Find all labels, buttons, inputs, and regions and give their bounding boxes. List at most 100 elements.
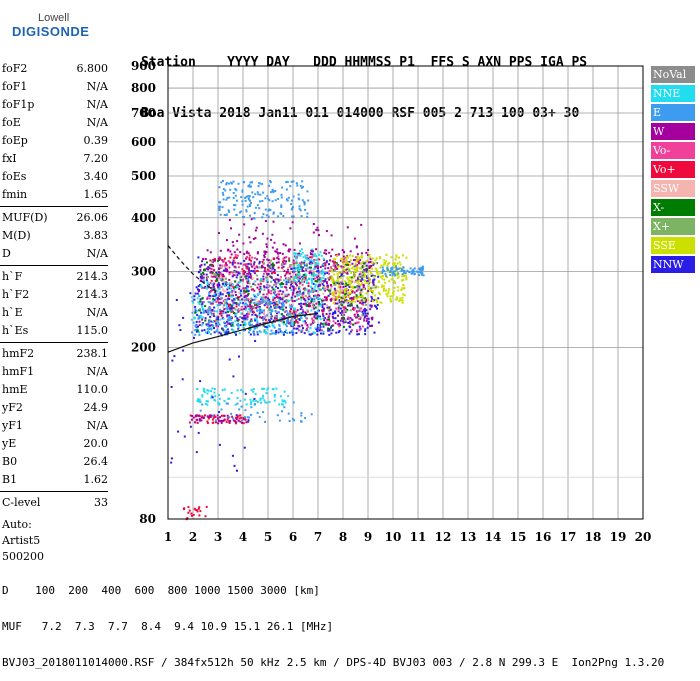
- data-point-vo: [201, 415, 204, 418]
- param-value: 24.9: [83, 401, 109, 414]
- data-point-nne: [204, 331, 207, 334]
- data-point-w: [274, 317, 277, 320]
- data-point-nne: [252, 400, 255, 403]
- data-point-nne: [198, 400, 201, 403]
- data-point-vo: [249, 299, 252, 302]
- data-point-vo: [228, 422, 231, 424]
- data-point-nne: [319, 297, 322, 300]
- data-point-nnw: [170, 461, 173, 464]
- data-point-ssw: [283, 293, 286, 296]
- data-point-nne: [315, 274, 318, 277]
- data-point-e: [222, 193, 225, 196]
- data-point-w: [243, 253, 246, 256]
- data-point-x: [269, 315, 272, 318]
- data-point-x: [263, 262, 266, 265]
- data-point-e: [413, 267, 416, 270]
- data-point-w: [266, 272, 269, 275]
- data-point-e: [248, 185, 251, 188]
- data-point-vo: [359, 291, 362, 294]
- data-point-w: [241, 317, 244, 319]
- data-point-x: [210, 263, 213, 266]
- data-point-nne: [206, 324, 209, 327]
- data-point-nne: [310, 259, 313, 262]
- data-point-nnw: [231, 275, 234, 278]
- data-point-nnw: [222, 282, 224, 285]
- data-point-w: [281, 252, 284, 255]
- data-point-w: [318, 234, 320, 237]
- data-point-sse: [374, 267, 377, 270]
- data-point-vo: [326, 285, 329, 288]
- data-point-w: [261, 265, 263, 267]
- data-point-e: [408, 271, 411, 273]
- data-point-e: [276, 414, 279, 417]
- data-point-ssw: [318, 273, 321, 276]
- data-point-x: [335, 262, 338, 265]
- data-point-vo: [329, 277, 332, 280]
- data-point-nnw: [209, 315, 212, 318]
- data-point-x: [313, 321, 316, 324]
- data-point-x: [361, 266, 364, 269]
- data-point-nne: [272, 296, 275, 299]
- data-point-ssw: [238, 308, 241, 311]
- data-point-nne: [295, 257, 298, 260]
- data-point-e: [231, 417, 234, 420]
- data-point-w: [354, 322, 357, 325]
- data-point-nnw: [195, 320, 198, 323]
- data-point-e: [221, 206, 224, 209]
- param-divider: [0, 491, 108, 492]
- param-divider: [0, 265, 108, 266]
- data-point-w: [200, 416, 203, 419]
- data-point-nne: [207, 400, 209, 403]
- data-point-nne: [230, 318, 233, 321]
- data-point-vo: [247, 313, 250, 315]
- data-point-vo: [262, 280, 265, 283]
- data-point-nnw: [337, 320, 339, 323]
- data-point-sse: [401, 301, 404, 304]
- data-point-w: [209, 414, 212, 417]
- data-point-x: [300, 296, 303, 299]
- x-tick-label: 19: [610, 530, 627, 544]
- data-point-w: [235, 421, 238, 424]
- data-point-w: [199, 268, 202, 271]
- data-point-nne: [265, 401, 268, 404]
- data-point-e: [269, 209, 272, 211]
- data-point-x: [211, 271, 214, 274]
- data-point-e: [300, 420, 303, 423]
- data-point-x: [362, 270, 365, 273]
- data-point-nnw: [336, 282, 339, 285]
- data-point-vo: [215, 421, 217, 424]
- data-point-sse: [360, 254, 363, 257]
- data-point-nnw: [244, 392, 247, 395]
- data-point-x: [314, 280, 317, 283]
- data-point-vo: [220, 286, 223, 289]
- data-point-vo: [242, 422, 245, 425]
- data-point-e: [218, 209, 221, 211]
- data-point-nne: [322, 288, 325, 291]
- data-point-nne: [223, 388, 226, 391]
- x-tick-label: 14: [485, 530, 502, 544]
- data-point-e: [285, 188, 288, 191]
- data-point-w: [313, 294, 315, 297]
- data-point-nne: [225, 325, 227, 328]
- data-point-sse: [395, 296, 398, 299]
- data-point-nnw: [293, 320, 296, 323]
- data-point-vo: [280, 276, 282, 279]
- y-tick-label: 700: [131, 106, 156, 120]
- data-point-nnw: [328, 329, 331, 332]
- data-point-vo: [241, 279, 244, 282]
- data-point-nnw: [375, 306, 378, 308]
- data-point-w: [324, 249, 327, 252]
- data-point-w: [256, 286, 259, 289]
- data-point-ssw: [276, 301, 279, 304]
- data-point-vo: [285, 256, 288, 259]
- data-point-sse: [366, 281, 369, 284]
- data-point-nnw: [294, 313, 297, 316]
- data-point-w: [334, 302, 337, 305]
- data-point-x: [227, 294, 230, 296]
- data-point-nne: [218, 402, 221, 405]
- data-point-e: [244, 199, 247, 202]
- data-point-vo: [218, 295, 220, 298]
- data-point-w: [209, 415, 212, 418]
- data-point-vo: [311, 291, 314, 293]
- data-point-x: [206, 261, 208, 264]
